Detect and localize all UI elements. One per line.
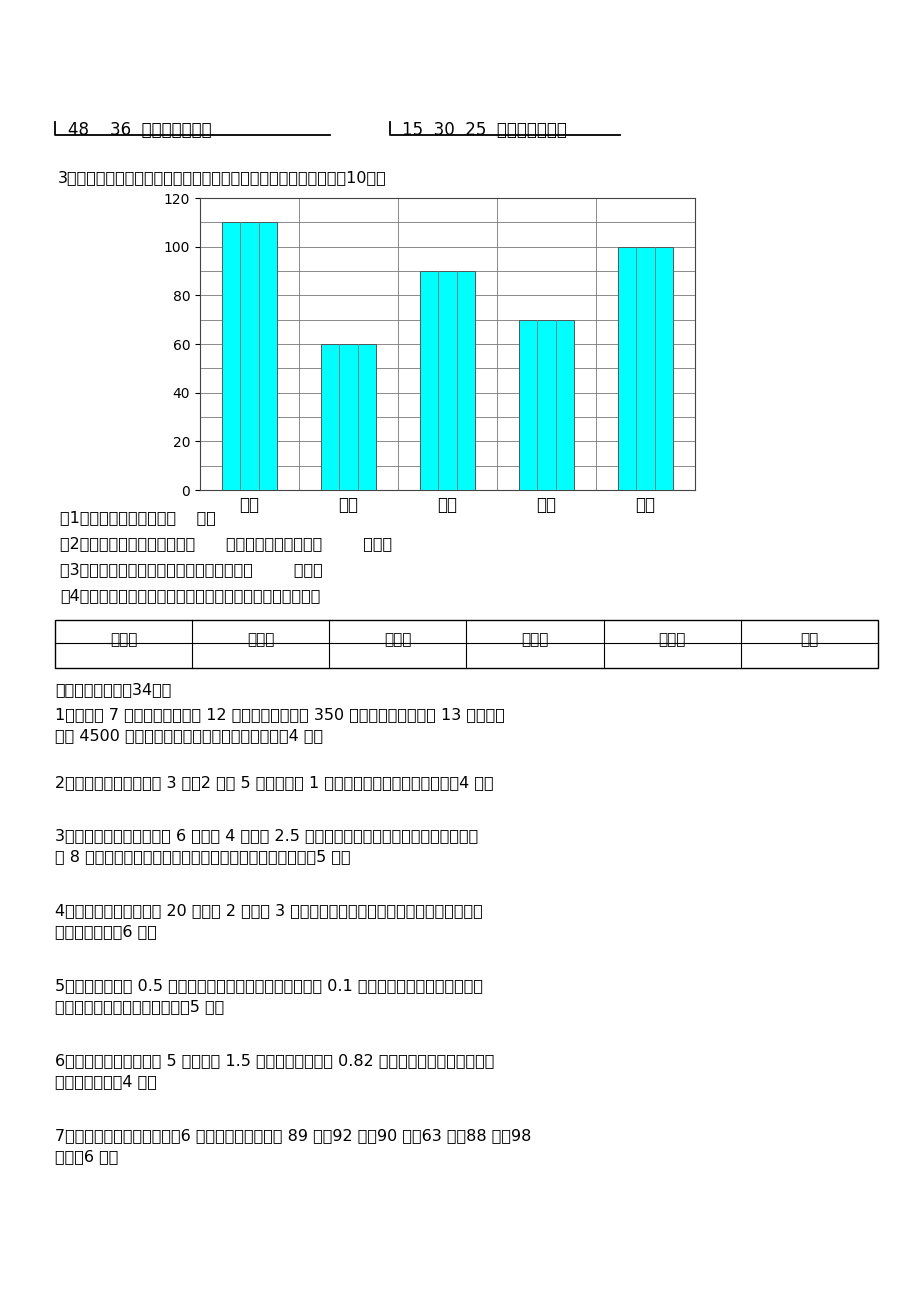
Text: 五、我会解决。（34分）: 五、我会解决。（34分）	[55, 682, 171, 697]
Text: 占 8 平方米不刷）。这个房间的粉刷面积是多少平方米？（5 分）: 占 8 平方米不刷）。这个房间的粉刷面积是多少平方米？（5 分）	[55, 849, 350, 865]
Text: 书法组: 书法组	[521, 631, 548, 647]
Text: （4）根据以上条形统计图填写下面的统计表（单位：人）。: （4）根据以上条形统计图填写下面的统计表（单位：人）。	[60, 589, 320, 603]
Bar	[618, 246, 672, 490]
Text: 合计: 合计	[800, 631, 818, 647]
Bar	[518, 320, 573, 490]
Text: 绘画组: 绘画组	[109, 631, 137, 647]
Text: 分。（6 分）: 分。（6 分）	[55, 1148, 119, 1164]
Text: 3、下图是某校课外活动小组人数情况的统计图，看图回答问题。（10分）: 3、下图是某校课外活动小组人数情况的统计图，看图回答问题。（10分）	[58, 171, 386, 185]
Text: （3）参加篮球组的人数比参加书法组的多（        ）人。: （3）参加篮球组的人数比参加书法组的多（ ）人。	[60, 562, 323, 577]
Text: 7、明明参加儿童歌曲大赛，6 位评委的打分依次是 89 分、92 分、90 分、63 分、88 分、98: 7、明明参加儿童歌曲大赛，6 位评委的打分依次是 89 分、92 分、90 分、…	[55, 1128, 531, 1143]
Text: 舞蹈组: 舞蹈组	[247, 631, 274, 647]
Text: 15  30  25  （最小公倍数）: 15 30 25 （最小公倍数）	[402, 121, 566, 139]
Text: 5、把一块棱长是 0.5 米的正方体钢坯，锻成横截面面积是 0.1 平方米的长方体钢材，锻成的: 5、把一块棱长是 0.5 米的正方体钢坯，锻成横截面面积是 0.1 平方米的长方…	[55, 978, 482, 993]
Text: 4、一个长方体蓄水池长 20 米，宽 2 米，深 3 米，它最多能容纳水多少升？它的占地面积是: 4、一个长方体蓄水池长 20 米，宽 2 米，深 3 米，它最多能容纳水多少升？…	[55, 904, 482, 918]
Text: （1）图中每个小格代表（    ）。: （1）图中每个小格代表（ ）。	[60, 510, 216, 525]
Text: 钢材有多长？（用方程解答）（5 分）: 钢材有多长？（用方程解答）（5 分）	[55, 999, 224, 1014]
Bar	[420, 271, 474, 490]
Text: 1、某鞋厂 7 月份上半月生产了 12 天，平均每天生产 350 双鞋，下半月生产了 13 天，共生: 1、某鞋厂 7 月份上半月生产了 12 天，平均每天生产 350 双鞋，下半月生…	[55, 707, 505, 723]
Text: 篑球组: 篑球组	[384, 631, 411, 647]
Text: 48    36  （最大公约数）: 48 36 （最大公约数）	[68, 121, 211, 139]
Text: 合唱组: 合唱组	[658, 631, 686, 647]
Text: 多少平方米？（6 分）: 多少平方米？（6 分）	[55, 924, 157, 939]
Bar	[222, 223, 277, 490]
Text: （2）各小组中人数最多的是（      ）组，人数最少的是（        ）组。: （2）各小组中人数最多的是（ ）组，人数最少的是（ ）组。	[60, 536, 391, 551]
Bar	[55, 620, 877, 668]
Text: 6、一个油箱从里面量长 5 分米，深 1.5 分米。每升柴油重 0.82 千克，这个油箱最多能装柴: 6、一个油箱从里面量长 5 分米，深 1.5 分米。每升柴油重 0.82 千克，…	[55, 1053, 494, 1068]
Text: 产了 4500 双鞋，这个平均每天生产多少双鞋？（4 分）: 产了 4500 双鞋，这个平均每天生产多少双鞋？（4 分）	[55, 728, 323, 743]
Text: 3、一间长方体的房间，长 6 米、宽 4 米、高 2.5 米。现在要粉刷它的四面墙壁（其中门窗: 3、一间长方体的房间，长 6 米、宽 4 米、高 2.5 米。现在要粉刷它的四面…	[55, 828, 478, 842]
Text: 油多少千克？（4 分）: 油多少千克？（4 分）	[55, 1074, 157, 1088]
Bar	[321, 344, 375, 490]
Text: 2、把一盒饼干平均分给 3 人、2 人或 5 人，均多余 1 块，这盒饼干至少有多少块？（4 分）: 2、把一盒饼干平均分给 3 人、2 人或 5 人，均多余 1 块，这盒饼干至少有…	[55, 775, 494, 790]
